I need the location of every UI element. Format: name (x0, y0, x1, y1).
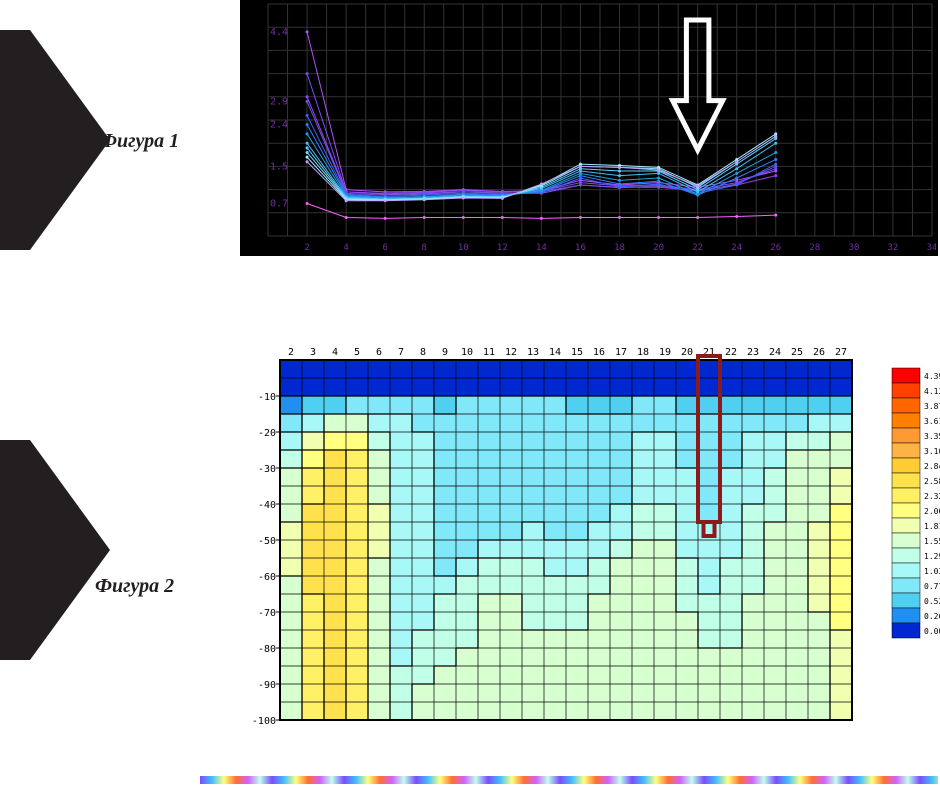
svg-text:-60: -60 (258, 572, 276, 583)
svg-text:27: 27 (835, 347, 847, 358)
svg-text:26: 26 (813, 347, 825, 358)
svg-text:5: 5 (354, 347, 360, 358)
svg-text:26: 26 (770, 243, 781, 253)
svg-text:3.61: 3.61 (924, 417, 940, 426)
svg-text:8: 8 (422, 243, 427, 253)
svg-text:34: 34 (927, 243, 936, 253)
svg-text:24: 24 (769, 347, 781, 358)
svg-text:0.26: 0.26 (924, 612, 940, 621)
svg-text:14: 14 (549, 347, 561, 358)
svg-text:4.4: 4.4 (270, 27, 288, 38)
svg-text:13: 13 (527, 347, 539, 358)
svg-text:-90: -90 (258, 680, 276, 691)
chevron-2 (0, 440, 120, 660)
svg-text:1.5: 1.5 (270, 161, 288, 172)
figure2-label: Фигура 2 (95, 575, 174, 598)
bottom-strip (200, 776, 938, 784)
svg-text:4.39: 4.39 (924, 372, 940, 381)
svg-text:10: 10 (458, 243, 469, 253)
svg-text:2.9: 2.9 (270, 96, 288, 107)
svg-text:20: 20 (681, 347, 693, 358)
svg-text:0.00: 0.00 (924, 627, 940, 636)
svg-text:16: 16 (575, 243, 586, 253)
svg-text:10: 10 (461, 347, 473, 358)
svg-text:11: 11 (483, 347, 495, 358)
svg-text:22: 22 (692, 243, 703, 253)
svg-text:30: 30 (848, 243, 859, 253)
svg-text:2: 2 (304, 243, 309, 253)
svg-text:-10: -10 (258, 392, 276, 403)
svg-text:8: 8 (420, 347, 426, 358)
svg-text:1.03: 1.03 (924, 567, 940, 576)
svg-text:32: 32 (888, 243, 899, 253)
svg-text:17: 17 (615, 347, 627, 358)
svg-text:-20: -20 (258, 428, 276, 439)
svg-text:-80: -80 (258, 644, 276, 655)
svg-text:22: 22 (725, 347, 737, 358)
svg-text:18: 18 (637, 347, 649, 358)
svg-text:4: 4 (343, 243, 348, 253)
svg-text:20: 20 (653, 243, 664, 253)
svg-text:1.81: 1.81 (924, 522, 940, 531)
svg-text:24: 24 (731, 243, 742, 253)
svg-text:-40: -40 (258, 500, 276, 511)
svg-text:-50: -50 (258, 536, 276, 547)
svg-text:2.84: 2.84 (924, 462, 940, 471)
svg-text:1.55: 1.55 (924, 537, 940, 546)
svg-text:16: 16 (593, 347, 605, 358)
svg-text:28: 28 (809, 243, 820, 253)
svg-text:2.06: 2.06 (924, 507, 940, 516)
svg-text:-70: -70 (258, 608, 276, 619)
figure1-label: Фигура 1 (100, 130, 179, 153)
svg-text:2.32: 2.32 (924, 492, 940, 501)
svg-text:14: 14 (536, 243, 547, 253)
svg-text:12: 12 (497, 243, 508, 253)
svg-text:0.52: 0.52 (924, 597, 940, 606)
svg-text:3: 3 (310, 347, 316, 358)
svg-text:15: 15 (571, 347, 583, 358)
svg-text:18: 18 (614, 243, 625, 253)
svg-text:6: 6 (376, 347, 382, 358)
svg-text:2: 2 (288, 347, 294, 358)
svg-text:4: 4 (332, 347, 338, 358)
svg-text:2.4: 2.4 (270, 120, 288, 131)
svg-text:0.7: 0.7 (270, 199, 288, 210)
svg-text:23: 23 (747, 347, 759, 358)
svg-text:25: 25 (791, 347, 803, 358)
chart2-container: 2345678910111213141516171819202122232425… (240, 340, 940, 760)
svg-text:3.35: 3.35 (924, 432, 940, 441)
svg-text:0.77: 0.77 (924, 582, 940, 591)
chart1-container: 2468101214161820222426283032340.71.52.42… (240, 0, 938, 256)
svg-text:-100: -100 (252, 716, 276, 727)
svg-text:-30: -30 (258, 464, 276, 475)
svg-text:3.10: 3.10 (924, 447, 940, 456)
svg-text:7: 7 (398, 347, 404, 358)
svg-text:4.13: 4.13 (924, 387, 940, 396)
svg-text:9: 9 (442, 347, 448, 358)
svg-text:3.87: 3.87 (924, 402, 940, 411)
svg-text:19: 19 (659, 347, 671, 358)
svg-text:2.58: 2.58 (924, 477, 940, 486)
svg-text:6: 6 (382, 243, 387, 253)
svg-text:12: 12 (505, 347, 517, 358)
svg-text:1.29: 1.29 (924, 552, 940, 561)
